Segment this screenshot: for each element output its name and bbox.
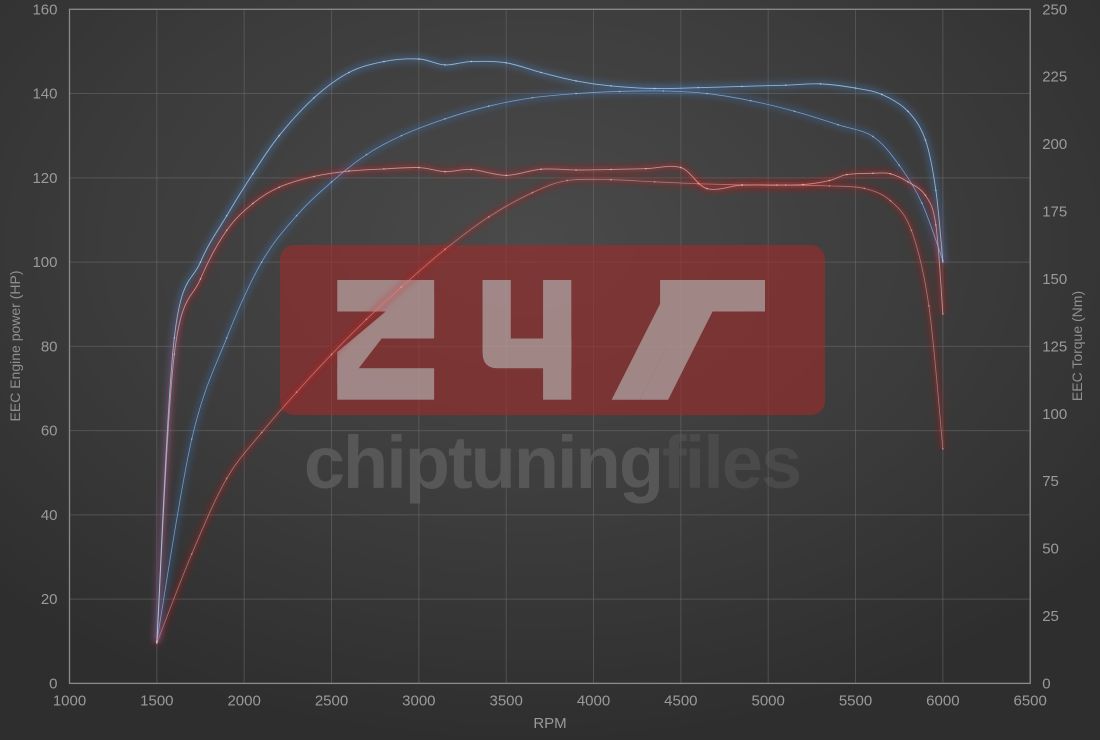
svg-text:20: 20 bbox=[41, 591, 58, 608]
svg-text:60: 60 bbox=[41, 423, 58, 440]
svg-text:EEC Engine power (HP): EEC Engine power (HP) bbox=[7, 271, 23, 422]
svg-text:150: 150 bbox=[1042, 271, 1067, 288]
svg-text:3000: 3000 bbox=[402, 692, 435, 709]
svg-text:100: 100 bbox=[32, 254, 57, 271]
svg-text:2500: 2500 bbox=[315, 692, 348, 709]
svg-text:0: 0 bbox=[49, 675, 57, 692]
svg-text:125: 125 bbox=[1042, 338, 1067, 355]
svg-text:160: 160 bbox=[32, 1, 57, 18]
svg-text:175: 175 bbox=[1042, 204, 1067, 221]
svg-text:2000: 2000 bbox=[227, 692, 260, 709]
svg-text:140: 140 bbox=[32, 86, 57, 103]
svg-text:4000: 4000 bbox=[577, 692, 610, 709]
svg-text:100: 100 bbox=[1042, 406, 1067, 423]
svg-text:6500: 6500 bbox=[1014, 692, 1047, 709]
svg-text:5000: 5000 bbox=[752, 692, 785, 709]
svg-text:50: 50 bbox=[1042, 541, 1059, 558]
svg-text:EEC Torque (Nm): EEC Torque (Nm) bbox=[1069, 291, 1085, 401]
svg-text:200: 200 bbox=[1042, 136, 1067, 153]
svg-text:3500: 3500 bbox=[489, 692, 522, 709]
svg-text:RPM: RPM bbox=[533, 715, 566, 732]
svg-text:225: 225 bbox=[1042, 69, 1067, 86]
svg-text:40: 40 bbox=[41, 507, 58, 524]
svg-text:1500: 1500 bbox=[140, 692, 173, 709]
svg-text:25: 25 bbox=[1042, 608, 1059, 625]
svg-text:120: 120 bbox=[32, 170, 57, 187]
svg-text:75: 75 bbox=[1042, 473, 1059, 490]
svg-text:1000: 1000 bbox=[53, 692, 86, 709]
svg-text:chiptuningfiles: chiptuningfiles bbox=[304, 421, 800, 504]
svg-text:250: 250 bbox=[1042, 1, 1067, 18]
svg-text:6000: 6000 bbox=[926, 692, 959, 709]
svg-text:0: 0 bbox=[1042, 675, 1050, 692]
svg-text:4500: 4500 bbox=[664, 692, 697, 709]
svg-text:5500: 5500 bbox=[839, 692, 872, 709]
svg-text:80: 80 bbox=[41, 338, 58, 355]
